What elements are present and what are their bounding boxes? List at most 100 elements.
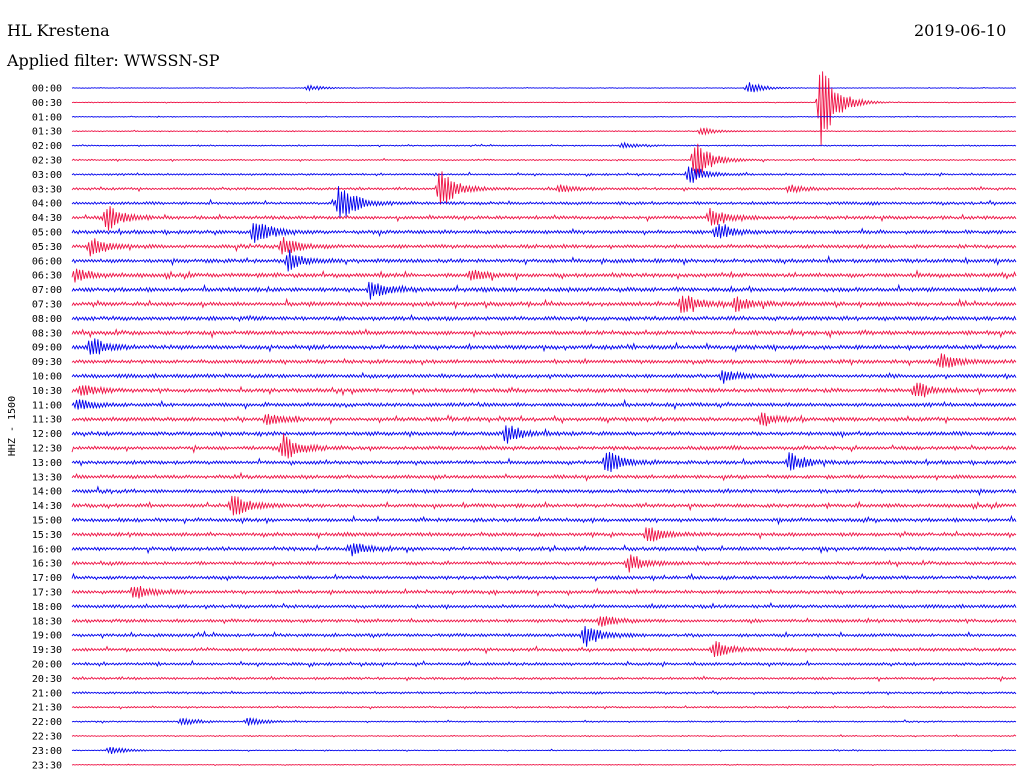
row-time-label: 18:00: [32, 602, 62, 613]
row-time-label: 16:00: [32, 544, 62, 555]
row-time-label: 04:00: [32, 199, 62, 210]
date-label: 2019-06-10: [914, 21, 1007, 40]
trace-line: [71, 433, 1017, 459]
trace-line: [71, 126, 1017, 136]
row-time-label: 20:00: [32, 660, 62, 671]
trace-line: [71, 641, 1017, 657]
row-time-label: 03:00: [32, 170, 62, 181]
row-time-label: 15:00: [32, 516, 62, 527]
y-axis-label: HHZ - 1500: [7, 396, 18, 456]
row-time-label: 01:00: [32, 112, 62, 123]
trace-line: [71, 616, 1017, 627]
trace-line: [71, 166, 1017, 183]
trace-line: [71, 601, 1017, 610]
trace-line: [71, 295, 1017, 313]
row-time-label: 03:30: [32, 184, 62, 195]
trace-line: [71, 585, 1017, 599]
trace-line: [71, 71, 1017, 146]
row-time-label: 12:00: [32, 429, 62, 440]
trace-line: [71, 382, 1017, 398]
row-time-label: 19:30: [32, 645, 62, 656]
trace-line: [71, 313, 1017, 323]
row-time-label: 17:00: [32, 573, 62, 584]
trace-line: [71, 689, 1017, 696]
row-time-label: 02:30: [32, 156, 62, 167]
trace-line: [71, 717, 1017, 727]
trace-line: [71, 452, 1017, 473]
row-time-label: 19:00: [32, 631, 62, 642]
row-time-label: 22:00: [32, 717, 62, 728]
row-time-label: 10:30: [32, 386, 62, 397]
row-time-label: 13:00: [32, 458, 62, 469]
row-time-label: 00:00: [32, 84, 62, 95]
trace-line: [71, 82, 1017, 93]
trace-line: [71, 527, 1017, 542]
trace-line: [71, 746, 1017, 754]
trace-line: [71, 572, 1017, 582]
row-time-label: 05:30: [32, 242, 62, 253]
row-time-label: 21:30: [32, 703, 62, 714]
row-time-label: 21:00: [32, 688, 62, 699]
row-time-label: 13:30: [32, 472, 62, 483]
trace-line: [71, 327, 1017, 339]
row-time-label: 05:00: [32, 228, 62, 239]
trace-line: [71, 353, 1017, 368]
trace-line: [71, 249, 1017, 272]
trace-line: [71, 206, 1017, 231]
trace-line: [71, 236, 1017, 257]
trace-line: [71, 659, 1017, 668]
time-axis: 00:00 00:30 01:00 01:30 02:00 02:30 03:00 03:30…: [32, 84, 62, 772]
trace-line: [71, 338, 1017, 355]
row-time-label: 11:30: [32, 415, 62, 426]
row-time-label: 18:30: [32, 616, 62, 627]
row-time-label: 08:30: [32, 328, 62, 339]
row-time-label: 09:30: [32, 357, 62, 368]
row-time-label: 02:00: [32, 141, 62, 152]
trace-line: [71, 705, 1017, 710]
row-time-label: 17:30: [32, 588, 62, 599]
row-time-label: 08:00: [32, 314, 62, 325]
row-time-label: 09:00: [32, 343, 62, 354]
trace-line: [71, 370, 1017, 384]
trace-line: [71, 268, 1017, 283]
row-time-label: 23:30: [32, 760, 62, 771]
filter-label: Applied filter: WWSSN-SP: [7, 51, 220, 70]
row-time-label: 00:30: [32, 98, 62, 109]
trace-line: [71, 485, 1017, 497]
row-time-label: 07:00: [32, 285, 62, 296]
trace-line: [71, 626, 1017, 647]
station-title: HL Krestena: [7, 21, 110, 40]
trace-line: [71, 514, 1017, 526]
row-time-label: 06:00: [32, 256, 62, 267]
row-time-label: 07:30: [32, 300, 62, 311]
row-time-label: 11:00: [32, 400, 62, 411]
trace-line: [71, 471, 1017, 482]
trace-line: [71, 115, 1017, 118]
trace-line: [71, 171, 1017, 205]
row-time-label: 10:00: [32, 372, 62, 383]
row-time-label: 14:30: [32, 501, 62, 512]
trace-line: [71, 398, 1017, 411]
row-time-label: 23:00: [32, 746, 62, 757]
row-time-label: 01:30: [32, 127, 62, 138]
trace-line: [71, 495, 1017, 516]
trace-line: [71, 675, 1017, 683]
row-time-label: 14:00: [32, 487, 62, 498]
row-time-label: 12:30: [32, 444, 62, 455]
row-time-label: 22:30: [32, 732, 62, 743]
trace-line: [71, 281, 1017, 300]
trace-line: [71, 734, 1017, 738]
trace-line: [71, 223, 1017, 243]
row-time-label: 20:30: [32, 674, 62, 685]
row-time-label: 04:30: [32, 213, 62, 224]
row-time-label: 16:30: [32, 559, 62, 570]
trace-line: [71, 143, 1017, 180]
trace-line: [71, 425, 1017, 444]
trace-group: [71, 71, 1017, 767]
trace-line: [71, 186, 1017, 218]
trace-line: [71, 543, 1017, 557]
row-time-label: 15:30: [32, 530, 62, 541]
trace-line: [71, 554, 1017, 573]
trace-line: [71, 141, 1017, 150]
